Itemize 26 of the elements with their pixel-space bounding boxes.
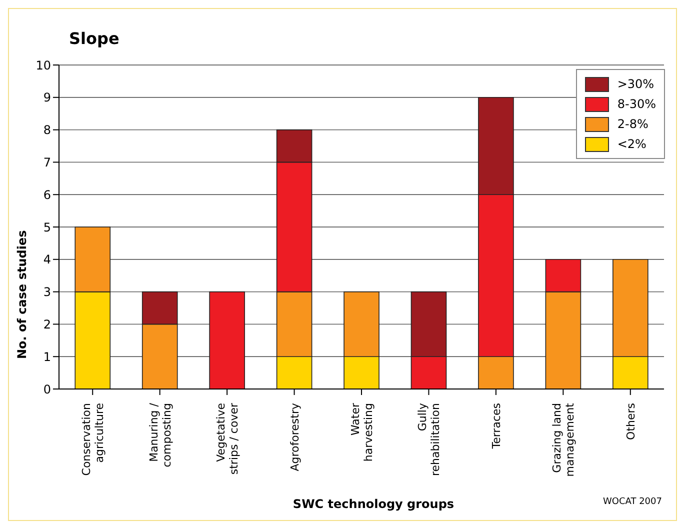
x-tick-label: Terraces	[490, 402, 503, 450]
y-tick-label: 9	[43, 90, 51, 105]
y-tick-label: 7	[43, 155, 51, 170]
y-tick-label: 2	[43, 317, 51, 332]
y-tick-label: 3	[43, 285, 51, 300]
bar	[209, 291, 245, 389]
x-tick-label: Conservation agriculture	[80, 402, 106, 476]
chart-title: Slope	[69, 29, 120, 48]
y-tick-label: 10	[36, 58, 51, 72]
y-tick-label: 4	[43, 252, 51, 267]
legend-label: 8-30%	[617, 97, 656, 111]
y-tick-label: 5	[43, 220, 51, 234]
x-axis-title: SWC technology groups	[292, 497, 454, 511]
x-tick-label: Agroforestry	[288, 402, 302, 472]
legend-label: <2%	[617, 137, 646, 151]
x-tick-label: Others	[624, 402, 638, 440]
text: WOCAT 2007	[603, 497, 662, 507]
y-axis-title: No. of case studies	[15, 230, 29, 359]
y-tick-label: 8	[43, 123, 51, 138]
legend-label: >30%	[617, 77, 654, 91]
legend-label: 2-8%	[617, 117, 648, 131]
x-tick-label: Water harvesting	[349, 402, 375, 462]
x-tick-label: Grazing land management	[550, 402, 577, 477]
y-tick-label: 6	[43, 188, 51, 202]
y-tick-label: 0	[43, 382, 51, 396]
y-tick-label: 1	[43, 350, 51, 364]
